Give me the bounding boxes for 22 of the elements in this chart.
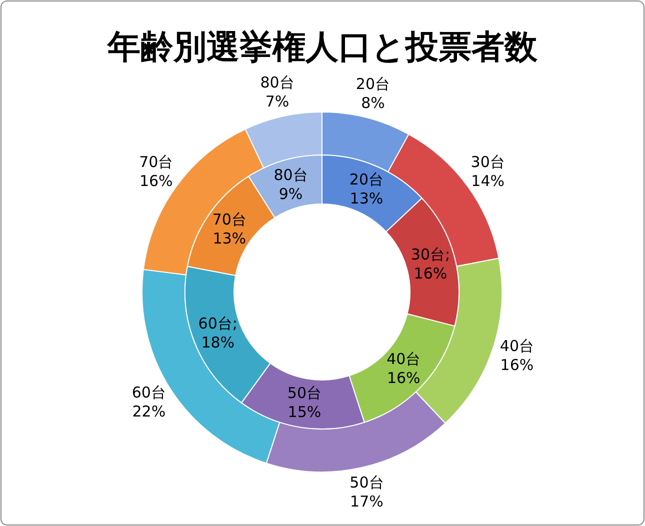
data-label: 60台; 18% [198,314,238,352]
slice-label: 80台 [260,73,294,92]
data-label: 8% [361,94,385,112]
data-label: 40台 16% [386,350,421,388]
data-label: 30台; 16% [410,246,450,283]
data-label: 80台 9% [274,166,308,203]
chart-title: 年齢別選挙権人口と投票者数 [106,27,538,66]
data-label: 14% [471,172,505,190]
data-label: 70台 13% [212,210,246,248]
slice-label: 70台 [139,153,174,172]
data-label: 50台 15% [287,384,322,422]
data-label: 17% [350,492,384,511]
slice-label: 20台 [356,74,390,93]
data-label: 20台 13% [349,170,384,208]
data-label: 16% [139,172,173,190]
data-label: 16% [500,356,534,374]
slice-label: 60台 [132,383,166,402]
data-label: 7% [265,92,290,110]
slice-label: 40台 [500,336,534,355]
slice-label: 30台 [470,153,505,172]
slice-label: 50台 [350,474,384,492]
data-label: 22% [132,402,166,420]
